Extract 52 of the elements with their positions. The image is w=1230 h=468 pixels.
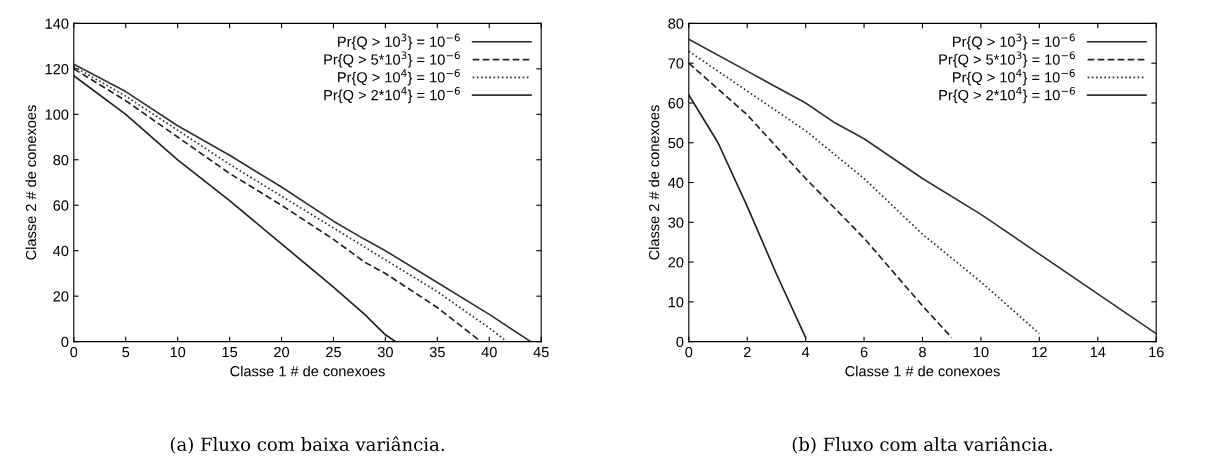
x-tick-label: 6 <box>860 346 868 358</box>
x-axis-title: Classe 1 # de conexoes <box>230 365 385 377</box>
y-tick-label: 80 <box>668 18 684 29</box>
y-tick-label: 30 <box>668 217 684 228</box>
y-tick-label: 70 <box>668 58 684 69</box>
x-axis-title: Classe 1 # de conexoes <box>845 365 1000 377</box>
y-tick-label: 50 <box>668 137 684 149</box>
y-tick-label: 0 <box>676 336 684 348</box>
x-tick-label: 2 <box>743 346 751 358</box>
x-tick-label: 15 <box>222 347 238 358</box>
text: (a) Fluxo com baixa variância. <box>170 436 444 454</box>
legend-label: Pr{Q > 5*10$^{3}$} = 10$^{−6}$ <box>324 51 460 68</box>
legend-label: Pr{Q > 10$^{3}$} = 10$^{−6}$ <box>338 33 460 50</box>
x-tick-label: 16 <box>1149 346 1164 358</box>
x-tick-label: 25 <box>326 346 341 358</box>
x-tick-label: 10 <box>973 346 989 358</box>
line-series <box>688 94 807 339</box>
x-tick-label: 35 <box>429 346 445 358</box>
legend-label: Pr{Q > 10$^{4}$} = 10$^{−6}$ <box>953 69 1075 86</box>
x-tick-label: 30 <box>377 346 393 358</box>
line-series <box>688 50 1041 335</box>
y-tick-label: 40 <box>53 245 69 257</box>
x-tick-label: 5 <box>122 347 130 358</box>
x-tick-label: 45 <box>533 347 549 358</box>
y-axis-title: Classe 2 # de conexoes <box>25 105 37 260</box>
x-tick-label: 40 <box>481 346 497 358</box>
y-tick-label: 100 <box>45 109 69 120</box>
y-tick-label: 20 <box>668 257 684 268</box>
y-tick-label: 40 <box>668 177 684 188</box>
y-tick-label: 10 <box>668 296 684 308</box>
y-tick-label: 60 <box>668 98 684 109</box>
x-tick-label: 12 <box>1032 346 1047 358</box>
legend-label: Pr{Q > 5*10$^{3}$} = 10$^{−6}$ <box>939 51 1075 68</box>
y-tick-label: 80 <box>53 154 69 166</box>
legend-label: Pr{Q > 2*10$^{4}$} = 10$^{−6}$ <box>324 86 460 104</box>
x-tick-label: 14 <box>1090 347 1106 358</box>
x-tick-label: 10 <box>170 346 186 358</box>
x-tick-label: 0 <box>70 346 78 358</box>
y-tick-label: 60 <box>53 200 69 211</box>
legend-label: Pr{Q > 10$^{3}$} = 10$^{−6}$ <box>953 33 1075 50</box>
y-tick-label: 0 <box>61 336 69 348</box>
x-tick-label: 8 <box>919 346 926 358</box>
x-tick-label: 0 <box>685 346 693 358</box>
legend-label: Pr{Q > 10$^{4}$} = 10$^{−6}$ <box>338 69 460 86</box>
x-tick-label: 4 <box>801 347 810 358</box>
y-tick-label: 120 <box>45 63 69 75</box>
y-tick-label: 20 <box>53 291 69 302</box>
text: (b) Fluxo com alta variância. <box>792 436 1053 454</box>
y-axis-title: Classe 2 # de conexoes <box>648 105 660 260</box>
x-tick-label: 20 <box>274 346 290 358</box>
legend-label: Pr{Q > 2*10$^{4}$} = 10$^{−6}$ <box>939 86 1075 104</box>
y-tick-label: 140 <box>45 18 69 29</box>
